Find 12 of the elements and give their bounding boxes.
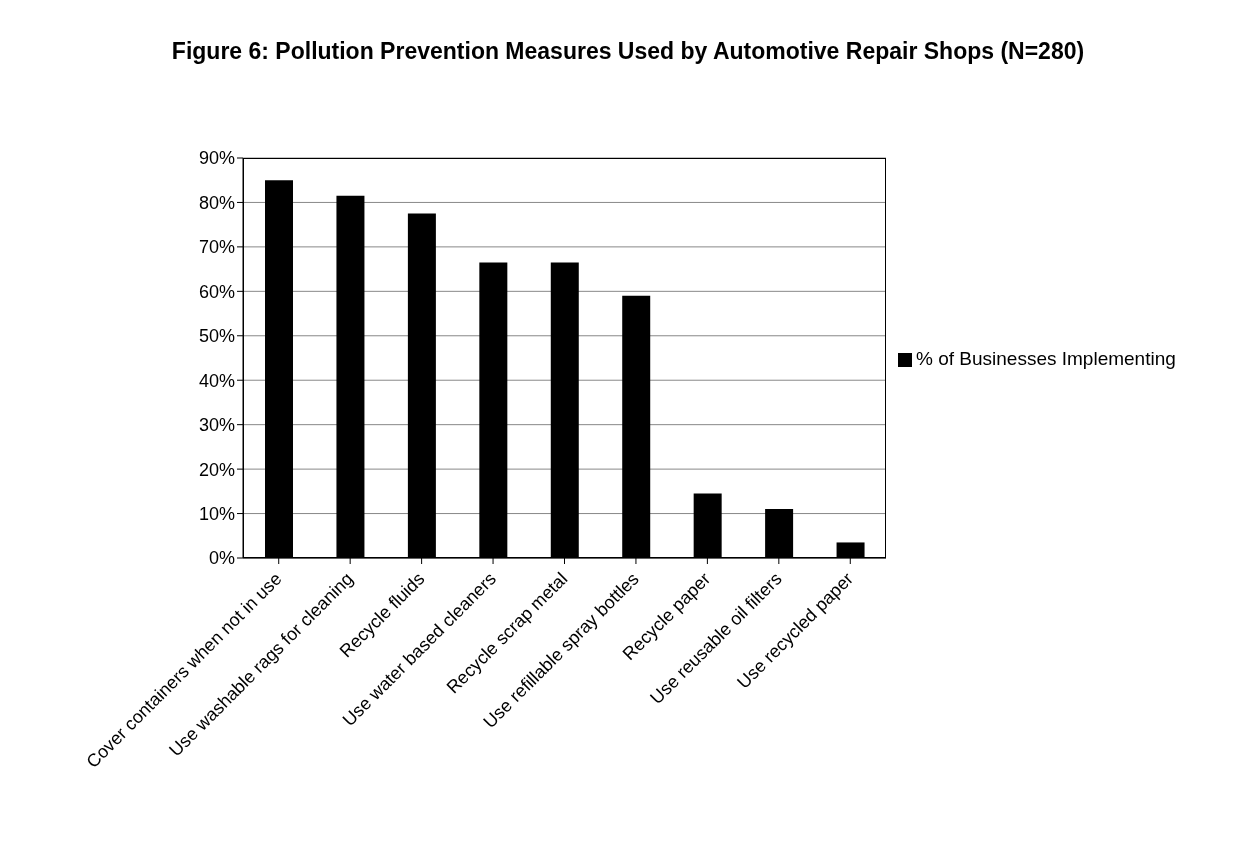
y-tick-label: 90% <box>198 148 235 169</box>
y-tick-label: 70% <box>198 237 235 258</box>
y-tick-label: 30% <box>198 415 235 436</box>
y-tick-label: 0% <box>208 548 235 569</box>
y-tick-label: 50% <box>198 326 235 347</box>
legend-label: % of Businesses Implementing <box>916 348 1176 369</box>
y-tick-label: 20% <box>198 459 235 480</box>
y-tick-label: 10% <box>198 503 235 524</box>
y-tick-label: 80% <box>198 192 235 213</box>
y-tick-label: 60% <box>198 281 235 302</box>
y-tick-label: 40% <box>198 370 235 391</box>
chart-title: Figure 6: Pollution Prevention Measures Used by Automotive Repair Shops (N=280) <box>170 37 1086 66</box>
